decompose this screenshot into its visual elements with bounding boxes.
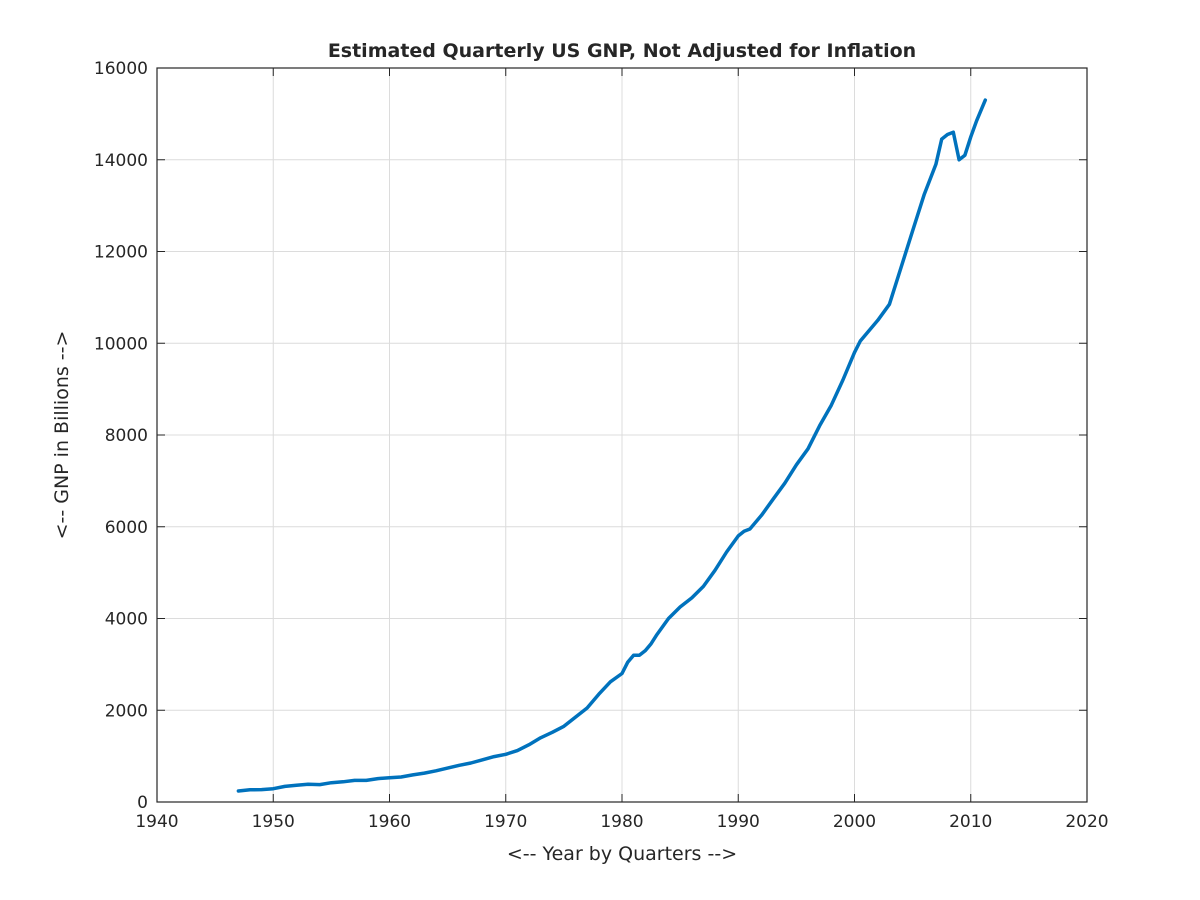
x-tick-label: 1990 [717, 812, 760, 832]
grid-lines [157, 68, 1087, 802]
axes [156, 67, 1088, 803]
y-tick-label: 10000 [94, 334, 148, 354]
x-tick-label: 2020 [1065, 812, 1108, 832]
series-layer [236, 98, 988, 793]
y-tick-label: 14000 [94, 151, 148, 171]
chart-title: Estimated Quarterly US GNP, Not Adjusted… [328, 40, 916, 62]
y-tick-label: 8000 [105, 426, 148, 446]
series-line-0 [236, 98, 988, 793]
x-tick-label: 1960 [368, 812, 411, 832]
y-tick-label: 0 [137, 793, 148, 813]
y-tick-label: 16000 [94, 59, 148, 79]
x-tick-label: 1940 [135, 812, 178, 832]
y-axis-label: <-- GNP in Billions --> [51, 331, 73, 540]
x-tick-label: 1950 [252, 812, 295, 832]
y-tick-label: 2000 [105, 701, 148, 721]
axes-box [156, 67, 1088, 803]
y-tick-label: 4000 [105, 610, 148, 630]
y-tick-label: 6000 [105, 518, 148, 538]
x-tick-label: 2000 [833, 812, 876, 832]
tick-labels: 1940 1950 1960 1970 1980 1990 2000 2010 2020 0 200… [94, 59, 1109, 832]
x-tick-label: 1970 [484, 812, 527, 832]
x-tick-label: 1980 [600, 812, 643, 832]
x-axis-label: <-- Year by Quarters --> [507, 843, 737, 865]
x-tick-label: 2010 [949, 812, 992, 832]
y-tick-label: 12000 [94, 243, 148, 263]
